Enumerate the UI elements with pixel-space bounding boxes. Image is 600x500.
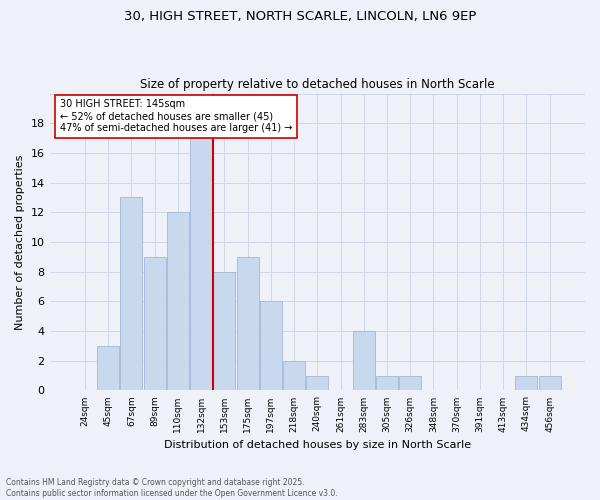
X-axis label: Distribution of detached houses by size in North Scarle: Distribution of detached houses by size …	[164, 440, 471, 450]
Bar	[143, 257, 166, 390]
Bar	[97, 346, 119, 391]
Bar	[283, 360, 305, 390]
Bar	[167, 212, 189, 390]
Bar	[236, 257, 259, 390]
Bar	[399, 376, 421, 390]
Title: Size of property relative to detached houses in North Scarle: Size of property relative to detached ho…	[140, 78, 494, 91]
Text: 30 HIGH STREET: 145sqm
← 52% of detached houses are smaller (45)
47% of semi-det: 30 HIGH STREET: 145sqm ← 52% of detached…	[60, 100, 293, 132]
Bar	[539, 376, 560, 390]
Bar	[306, 376, 328, 390]
Bar	[190, 138, 212, 390]
Bar	[376, 376, 398, 390]
Bar	[353, 331, 375, 390]
Text: Contains HM Land Registry data © Crown copyright and database right 2025.
Contai: Contains HM Land Registry data © Crown c…	[6, 478, 338, 498]
Text: 30, HIGH STREET, NORTH SCARLE, LINCOLN, LN6 9EP: 30, HIGH STREET, NORTH SCARLE, LINCOLN, …	[124, 10, 476, 23]
Y-axis label: Number of detached properties: Number of detached properties	[15, 154, 25, 330]
Bar	[121, 198, 142, 390]
Bar	[260, 302, 282, 390]
Bar	[213, 272, 235, 390]
Bar	[515, 376, 538, 390]
